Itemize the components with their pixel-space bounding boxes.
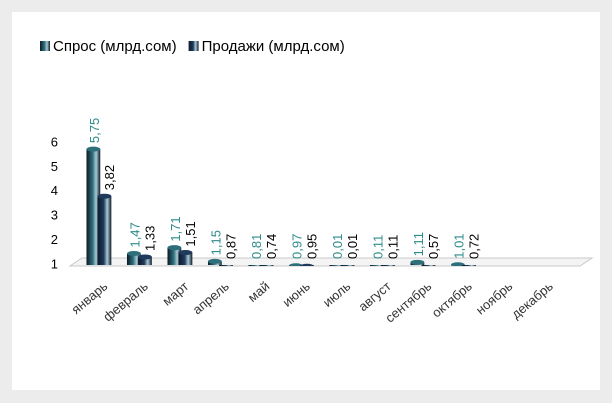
y-tick-label: 6 [51,134,58,149]
bar-body [421,265,436,266]
bar [288,263,303,266]
plot-area [86,146,476,266]
value-label: 0,97 [289,234,304,259]
value-label: 0,81 [249,234,264,259]
bar [340,265,355,266]
bar [462,265,476,266]
value-label: 1,71 [168,216,183,241]
value-label: 0,11 [370,235,385,259]
legend-label: Продажи (млрд.сом) [202,38,345,55]
bar-body [219,265,233,266]
y-tick-label: 1 [51,256,58,271]
bar-top [450,262,465,266]
bar-top [222,265,230,266]
bar [259,265,274,266]
bar [86,146,101,265]
value-label: 0,11 [385,235,400,259]
bar [300,263,314,266]
value-label: 1,15 [208,230,223,255]
y-tick-label: 5 [51,159,58,174]
bar [248,265,263,266]
bar [207,258,222,265]
bar-body [126,253,141,265]
bar-body [462,265,476,266]
bar-body [369,265,384,266]
bar-top [288,263,303,266]
value-label: 1,01 [451,233,466,258]
bar [381,265,395,266]
value-label: 0,72 [466,234,481,259]
bar-body [329,265,344,266]
bar [178,250,193,265]
bar-top [126,251,141,257]
value-label: 0,57 [426,234,441,259]
bar-body [248,265,263,266]
bar-body [97,196,112,265]
value-label: 0,01 [330,234,345,259]
legend-swatch [188,41,199,51]
bar [369,265,384,266]
bar-top [86,146,101,152]
bar-top [300,263,314,266]
bar-top [97,193,112,199]
bar [219,265,233,266]
bar [410,259,425,265]
bar-top [410,259,425,265]
bar [138,254,152,265]
bar [450,262,465,266]
bar-body [138,256,152,265]
legend-label: Спрос (млрд.сом) [53,38,177,55]
bar-top [207,258,222,264]
bar [421,265,436,266]
value-label: 1,33 [142,226,157,251]
value-label: 0,01 [345,234,360,259]
bar [329,265,344,266]
bar [126,251,141,265]
bar-body [381,265,395,266]
legend-swatch [40,41,50,51]
bar-body [167,247,182,265]
value-label: 3,82 [102,165,117,190]
value-label: 0,74 [264,234,279,259]
value-label: 1,47 [127,222,142,247]
y-tick-label: 2 [51,232,58,247]
y-tick-label: 3 [51,208,58,223]
bar-top [167,245,182,251]
bar-body [340,265,355,266]
bar [167,245,182,265]
y-tick-label: 4 [51,183,58,198]
value-label: 1,51 [183,221,198,246]
bar-body [259,265,274,266]
value-label: 5,75 [87,118,102,143]
bar-body [178,252,193,265]
bar [97,193,112,265]
legend: Спрос (млрд.сом) Продажи (млрд.сом) [40,38,345,55]
bar-top [178,250,193,256]
bar-top [138,254,152,260]
value-label: 0,87 [223,234,238,259]
value-label: 0,95 [304,234,319,259]
value-label: 1,11 [411,232,426,256]
bar-body [86,149,101,265]
